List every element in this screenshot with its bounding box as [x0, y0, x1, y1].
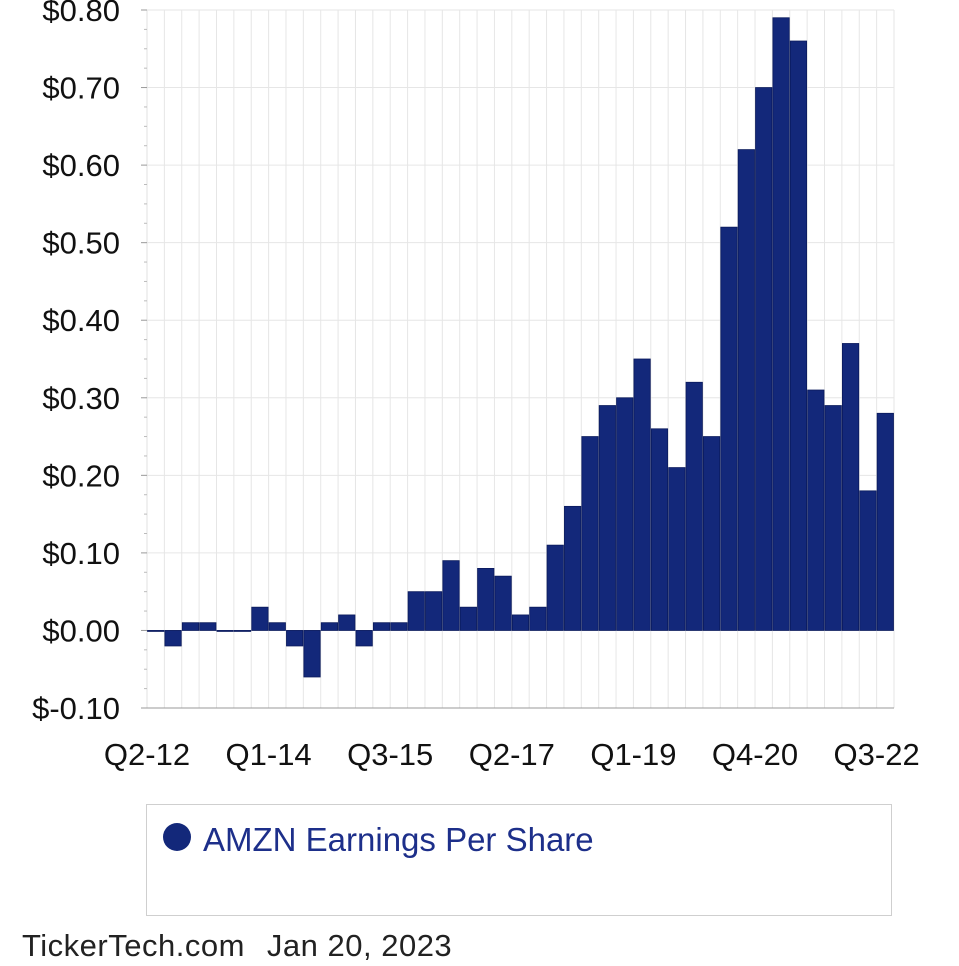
x-tick-label: Q4-20 — [712, 737, 798, 772]
bars-group — [147, 17, 894, 678]
x-tick-label: Q2-12 — [104, 737, 190, 772]
y-tick-label: $0.10 — [42, 536, 120, 571]
eps-bar — [755, 87, 773, 631]
eps-bar — [807, 389, 825, 631]
y-tick-label: $0.70 — [42, 71, 120, 106]
eps-bar — [581, 436, 599, 631]
eps-bar — [425, 591, 443, 631]
eps-bar — [633, 358, 651, 631]
footer: TickerTech.com Jan 20, 2023 — [22, 928, 474, 964]
y-tick-label: $0.20 — [42, 458, 120, 493]
eps-bar — [668, 467, 686, 631]
eps-bar — [772, 17, 790, 631]
eps-bar — [546, 544, 564, 631]
eps-bar — [303, 630, 321, 678]
x-tick-label: Q1-14 — [226, 737, 312, 772]
eps-bar — [511, 614, 530, 631]
eps-bar — [320, 622, 338, 631]
x-tick-label: Q1-19 — [590, 737, 676, 772]
eps-bar — [616, 397, 634, 631]
eps-bar — [598, 405, 616, 631]
footer-date: Jan 20, 2023 — [266, 928, 453, 963]
eps-bar — [372, 622, 391, 631]
x-axis-ticks: Q2-12 Q1-14 Q3-15 Q2-17 Q1-19 Q4-20 Q3-22 — [104, 737, 920, 772]
eps-bar — [181, 622, 200, 631]
eps-bar — [286, 630, 304, 647]
eps-bar — [737, 149, 755, 631]
eps-bar — [390, 622, 408, 631]
legend-label: AMZN Earnings Per Share — [203, 821, 594, 858]
y-axis-ticks: $-0.10 $0.00 $0.10 $0.20 $0.30 $0.40 $0.50 $0.6… — [32, 0, 120, 726]
y-tick-label: $0.80 — [42, 0, 120, 28]
eps-bar — [650, 428, 669, 631]
eps-bar — [720, 226, 738, 631]
eps-bar — [338, 614, 356, 631]
eps-bar — [251, 606, 269, 631]
eps-bar — [859, 490, 877, 631]
eps-bar — [477, 568, 495, 631]
x-tick-label: Q2-17 — [469, 737, 555, 772]
eps-bar — [824, 405, 842, 631]
eps-bar — [199, 622, 217, 631]
eps-bar — [355, 630, 373, 647]
footer-source: TickerTech.com — [22, 928, 245, 963]
grid-lines — [141, 9, 895, 709]
eps-bar — [216, 630, 234, 632]
y-tick-label: $0.40 — [42, 303, 120, 338]
eps-bar — [841, 343, 860, 631]
legend-marker-icon — [163, 823, 191, 851]
eps-bar — [564, 505, 582, 631]
legend: AMZN Earnings Per Share — [146, 804, 892, 916]
eps-bar — [459, 606, 477, 631]
eps-bar — [529, 606, 547, 631]
y-tick-label: $-0.10 — [32, 691, 120, 726]
y-tick-label: $0.00 — [42, 613, 120, 648]
eps-bar — [876, 412, 894, 631]
eps-bar — [685, 381, 703, 631]
eps-bar — [703, 436, 721, 631]
eps-bar — [147, 630, 165, 632]
eps-bar — [233, 630, 252, 632]
y-tick-label: $0.30 — [42, 381, 120, 416]
eps-bar — [164, 630, 182, 647]
y-tick-label: $0.60 — [42, 148, 120, 183]
eps-bar — [407, 591, 425, 631]
eps-bar — [442, 560, 460, 631]
eps-bar — [494, 575, 512, 631]
eps-bar — [789, 40, 808, 631]
x-tick-label: Q3-15 — [347, 737, 433, 772]
y-tick-label: $0.50 — [42, 226, 120, 261]
eps-bar — [268, 622, 286, 631]
x-tick-label: Q3-22 — [834, 737, 920, 772]
eps-bar-chart: $-0.10 $0.00 $0.10 $0.20 $0.30 $0.40 $0.50 $0.6… — [32, 0, 920, 772]
